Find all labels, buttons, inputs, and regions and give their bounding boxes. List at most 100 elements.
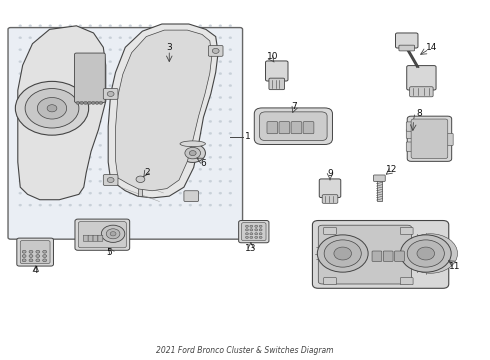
FancyBboxPatch shape xyxy=(266,61,288,81)
Text: 4: 4 xyxy=(33,266,39,275)
Circle shape xyxy=(149,72,152,75)
Circle shape xyxy=(179,168,182,170)
Circle shape xyxy=(29,60,32,63)
Circle shape xyxy=(129,132,132,134)
Circle shape xyxy=(229,144,232,147)
Circle shape xyxy=(19,132,22,134)
Circle shape xyxy=(159,37,162,39)
Circle shape xyxy=(69,132,72,134)
Circle shape xyxy=(189,85,192,87)
Circle shape xyxy=(219,37,222,39)
Circle shape xyxy=(19,72,22,75)
Circle shape xyxy=(189,120,192,122)
Circle shape xyxy=(119,49,122,51)
Circle shape xyxy=(109,144,112,147)
Circle shape xyxy=(209,37,212,39)
FancyBboxPatch shape xyxy=(208,45,223,56)
FancyBboxPatch shape xyxy=(98,235,103,241)
Circle shape xyxy=(255,229,258,231)
FancyBboxPatch shape xyxy=(407,66,436,90)
Circle shape xyxy=(139,144,142,147)
Circle shape xyxy=(139,204,142,206)
Circle shape xyxy=(179,60,182,63)
Circle shape xyxy=(89,72,92,75)
FancyBboxPatch shape xyxy=(291,122,302,134)
Circle shape xyxy=(89,85,92,87)
Circle shape xyxy=(59,156,62,158)
Circle shape xyxy=(219,132,222,134)
Circle shape xyxy=(149,120,152,122)
Circle shape xyxy=(159,192,162,194)
Circle shape xyxy=(89,156,92,158)
FancyBboxPatch shape xyxy=(260,112,327,140)
Circle shape xyxy=(209,180,212,182)
Circle shape xyxy=(47,105,57,112)
Circle shape xyxy=(49,72,52,75)
Circle shape xyxy=(39,72,42,75)
Circle shape xyxy=(15,81,89,135)
Circle shape xyxy=(169,120,172,122)
Circle shape xyxy=(79,132,82,134)
Circle shape xyxy=(19,180,22,182)
Circle shape xyxy=(139,192,142,194)
Circle shape xyxy=(219,108,222,111)
Circle shape xyxy=(199,25,202,27)
FancyBboxPatch shape xyxy=(322,195,338,203)
Circle shape xyxy=(19,96,22,99)
Circle shape xyxy=(199,192,202,194)
Text: 11: 11 xyxy=(449,262,461,271)
Circle shape xyxy=(99,72,102,75)
Circle shape xyxy=(209,60,212,63)
FancyBboxPatch shape xyxy=(269,78,285,90)
Circle shape xyxy=(99,96,102,99)
Circle shape xyxy=(89,144,92,147)
Circle shape xyxy=(69,37,72,39)
Circle shape xyxy=(119,132,122,134)
Circle shape xyxy=(129,25,132,27)
Circle shape xyxy=(199,132,202,134)
Circle shape xyxy=(29,180,32,182)
Circle shape xyxy=(39,132,42,134)
Circle shape xyxy=(189,108,192,111)
Circle shape xyxy=(245,229,248,231)
Circle shape xyxy=(179,108,182,111)
Circle shape xyxy=(29,25,32,27)
FancyBboxPatch shape xyxy=(394,251,404,261)
Circle shape xyxy=(149,85,152,87)
Circle shape xyxy=(79,25,82,27)
FancyBboxPatch shape xyxy=(446,134,453,145)
Circle shape xyxy=(209,85,212,87)
Circle shape xyxy=(49,168,52,170)
Circle shape xyxy=(199,37,202,39)
Circle shape xyxy=(79,85,82,87)
Circle shape xyxy=(159,132,162,134)
Circle shape xyxy=(119,72,122,75)
Circle shape xyxy=(39,156,42,158)
Circle shape xyxy=(219,192,222,194)
Circle shape xyxy=(159,156,162,158)
Circle shape xyxy=(59,25,62,27)
FancyBboxPatch shape xyxy=(324,278,336,285)
Circle shape xyxy=(19,60,22,63)
Text: 12: 12 xyxy=(386,165,397,174)
Circle shape xyxy=(99,37,102,39)
Circle shape xyxy=(119,156,122,158)
Circle shape xyxy=(109,37,112,39)
Circle shape xyxy=(49,180,52,182)
Circle shape xyxy=(29,168,32,170)
Circle shape xyxy=(39,85,42,87)
Circle shape xyxy=(19,192,22,194)
Circle shape xyxy=(89,96,92,99)
Circle shape xyxy=(179,132,182,134)
Circle shape xyxy=(229,132,232,134)
Circle shape xyxy=(39,120,42,122)
Circle shape xyxy=(39,180,42,182)
Circle shape xyxy=(149,132,152,134)
Circle shape xyxy=(250,236,253,238)
Circle shape xyxy=(149,192,152,194)
Circle shape xyxy=(129,60,132,63)
Circle shape xyxy=(59,132,62,134)
Circle shape xyxy=(189,60,192,63)
FancyBboxPatch shape xyxy=(383,251,393,261)
Circle shape xyxy=(209,108,212,111)
